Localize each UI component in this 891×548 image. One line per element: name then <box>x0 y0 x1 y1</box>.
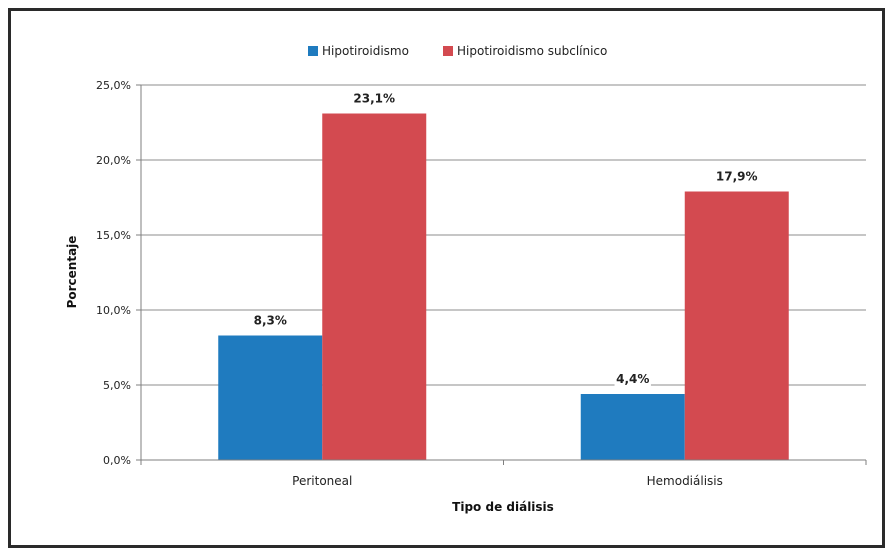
y-tick-label: 25,0% <box>96 79 131 92</box>
y-tick-label: 0,0% <box>103 454 131 467</box>
x-axis-title: Tipo de diálisis <box>452 500 554 514</box>
legend-label-hipotiroidismo: Hipotiroidismo <box>322 44 409 58</box>
y-tick-label: 10,0% <box>96 304 131 317</box>
bar <box>580 394 685 460</box>
bar <box>322 113 427 460</box>
x-tick-label: Peritoneal <box>292 474 352 488</box>
legend-swatch-hipotiroidismo <box>308 46 318 56</box>
data-label-bg <box>614 370 651 386</box>
legend-swatch-hipotiroidismo-subclinico <box>443 46 453 56</box>
y-tick-label: 20,0% <box>96 154 131 167</box>
data-labels: 8,3% 23,1% 4,4% 17,9% <box>252 89 759 386</box>
y-tick-label: 5,0% <box>103 379 131 392</box>
bar <box>218 335 323 460</box>
bars <box>218 113 789 460</box>
data-label: 17,9% <box>716 170 758 184</box>
legend-label-hipotiroidismo-subclinico: Hipotiroidismo subclínico <box>457 44 607 58</box>
legend: Hipotiroidismo Hipotiroidismo subclínico <box>308 44 607 58</box>
y-axis-title: Porcentaje <box>65 236 79 309</box>
data-label-bg <box>252 311 289 328</box>
data-label: 8,3% <box>254 314 287 328</box>
bar-chart: 0,0% 5,0% 10,0% 15,0% 20,0% 25,0% Peritoneal H… <box>65 44 867 514</box>
data-label: 23,1% <box>353 92 395 106</box>
x-tick-label: Hemodiálisis <box>647 474 723 488</box>
data-label: 4,4% <box>616 372 649 386</box>
y-tick-label: 15,0% <box>96 229 131 242</box>
bar <box>684 191 789 460</box>
data-label-bg <box>714 167 759 184</box>
y-ticks: 0,0% 5,0% 10,0% 15,0% 20,0% 25,0% <box>96 79 141 467</box>
data-label-bg <box>352 89 397 106</box>
x-ticks: Peritoneal Hemodiálisis <box>140 460 867 488</box>
